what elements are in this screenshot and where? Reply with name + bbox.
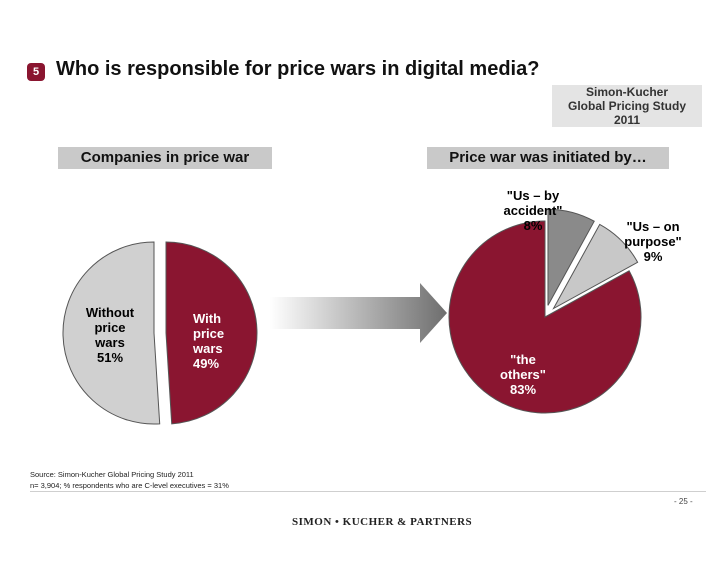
flow-arrow-icon	[270, 283, 447, 343]
right-chart-title: Price war was initiated by…	[427, 147, 669, 169]
source-note: Source: Simon-Kucher Global Pricing Stud…	[30, 470, 194, 479]
slide-number-badge: 5	[27, 63, 45, 81]
slice-label-line: accident"	[503, 203, 563, 218]
slice-label-line: others"	[500, 367, 546, 382]
slice-label-line: price	[193, 326, 225, 341]
page-number: - 25 -	[674, 497, 693, 506]
pie-slice-with-price-wars	[165, 241, 258, 425]
study-badge: Simon-Kucher Global Pricing Study 2011	[552, 85, 702, 127]
pie-slice-us-on-purpose	[552, 223, 639, 310]
pie-slice-us-by-accident	[547, 208, 595, 306]
slice-label-line: price	[94, 320, 126, 335]
slice-label-with-price-wars: With price wars 49%	[193, 311, 237, 371]
slice-label-the-others: "the others" 83%	[488, 352, 558, 397]
right-pie-chart	[448, 208, 642, 414]
slice-label-us-on-purpose: "Us – on purpose" 9%	[615, 219, 691, 264]
slice-label-line: "the	[510, 352, 536, 367]
slice-value: 51%	[96, 350, 124, 365]
slice-value: 9%	[643, 249, 663, 264]
pie-slice-the-others	[448, 220, 642, 414]
slice-value: 8%	[523, 218, 543, 233]
slice-label-us-by-accident: "Us – by accident" 8%	[498, 188, 568, 233]
slice-label-line: wars	[95, 335, 125, 350]
page-title: Who is responsible for price wars in dig…	[56, 58, 540, 80]
slice-value: 83%	[509, 382, 537, 397]
slice-label-line: "Us – on	[626, 219, 680, 234]
left-chart-title: Companies in price war	[58, 147, 272, 169]
footer-divider	[30, 491, 706, 492]
slice-label-line: With	[193, 311, 222, 326]
brand-logo: SIMON • KUCHER & PARTNERS	[292, 516, 473, 528]
slice-label-without-price-wars: Without price wars 51%	[84, 305, 136, 365]
study-line-3: 2011	[613, 113, 641, 127]
sample-note: n= 3,904; % respondents who are C-level …	[30, 481, 229, 490]
slice-value: 49%	[193, 356, 220, 371]
slice-label-line: "Us – by	[506, 188, 560, 203]
slice-label-line: purpose"	[624, 234, 682, 249]
slice-label-line: wars	[193, 341, 223, 356]
slice-label-line: Without	[85, 305, 135, 320]
left-pie-chart	[62, 241, 258, 425]
study-line-2: Global Pricing Study	[567, 99, 686, 113]
study-line-1: Simon-Kucher	[585, 85, 668, 99]
pie-slice-without-price-wars	[62, 241, 161, 425]
